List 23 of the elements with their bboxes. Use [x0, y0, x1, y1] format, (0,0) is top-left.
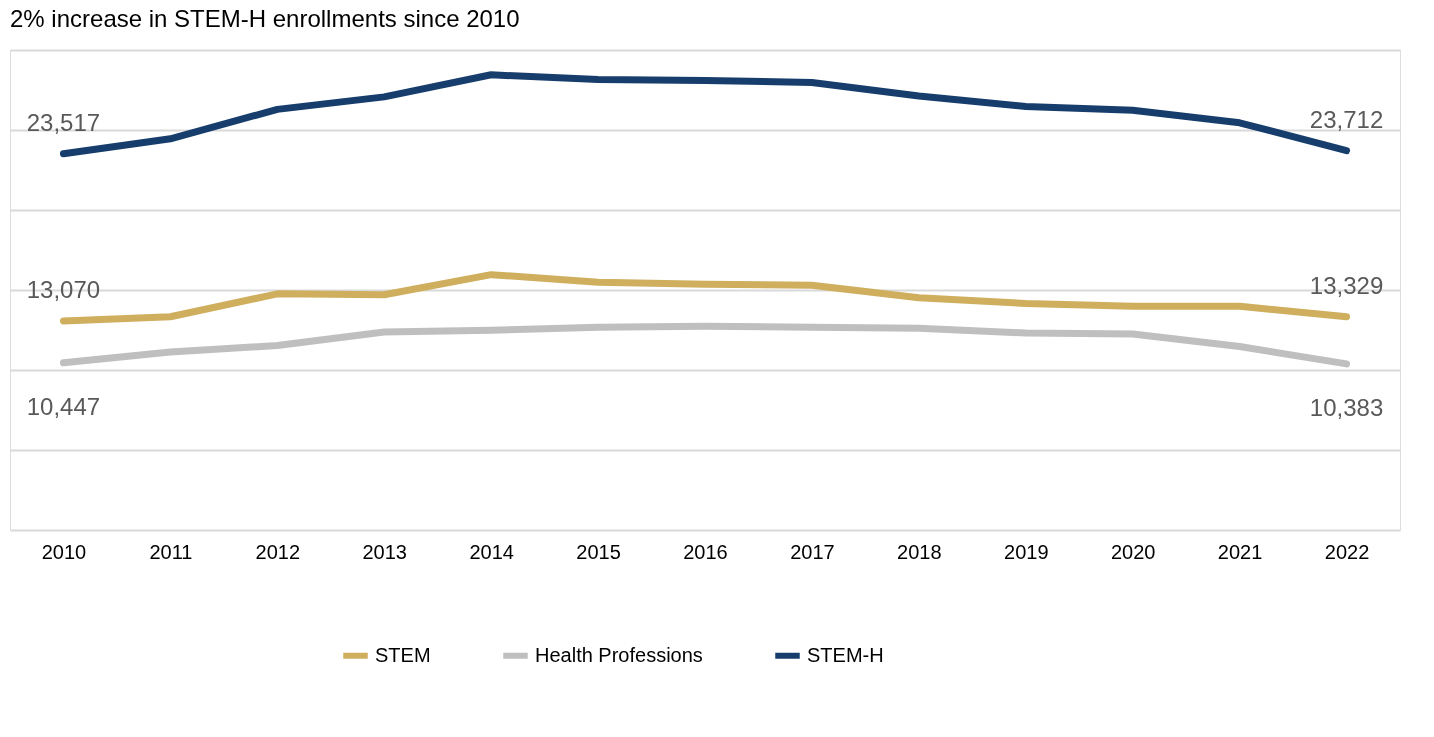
data-label: 23,517 [26, 108, 101, 136]
x-tick-label: 2015 [576, 540, 621, 563]
legend-label: STEM [375, 643, 431, 666]
x-tick-label: 2013 [362, 540, 407, 563]
data-label: 23,712 [1309, 105, 1384, 133]
x-tick-label: 2022 [1324, 540, 1370, 563]
data-label: 13,070 [26, 275, 101, 303]
x-tick-label: 2017 [790, 540, 835, 563]
data-label: 10,447 [26, 392, 101, 420]
x-tick-label: 2020 [1110, 540, 1156, 563]
data-label: 13,329 [1309, 271, 1384, 299]
legend-label: STEM-H [807, 643, 884, 666]
x-tick-label: 2018 [897, 540, 942, 563]
chart-title: 2% increase in STEM-H enrollments since 2010 [10, 5, 520, 32]
x-tick-label: 2019 [1004, 540, 1049, 563]
x-tick-label: 2011 [149, 540, 193, 563]
data-label: 10,383 [1309, 393, 1384, 421]
legend-label: Health Professions [535, 643, 703, 666]
x-tick-label: 2016 [683, 540, 728, 563]
x-tick-label: 2012 [255, 540, 301, 563]
x-tick-label: 2014 [469, 540, 514, 563]
x-tick-label: 2021 [1217, 540, 1263, 563]
x-tick-label: 2010 [41, 540, 87, 563]
